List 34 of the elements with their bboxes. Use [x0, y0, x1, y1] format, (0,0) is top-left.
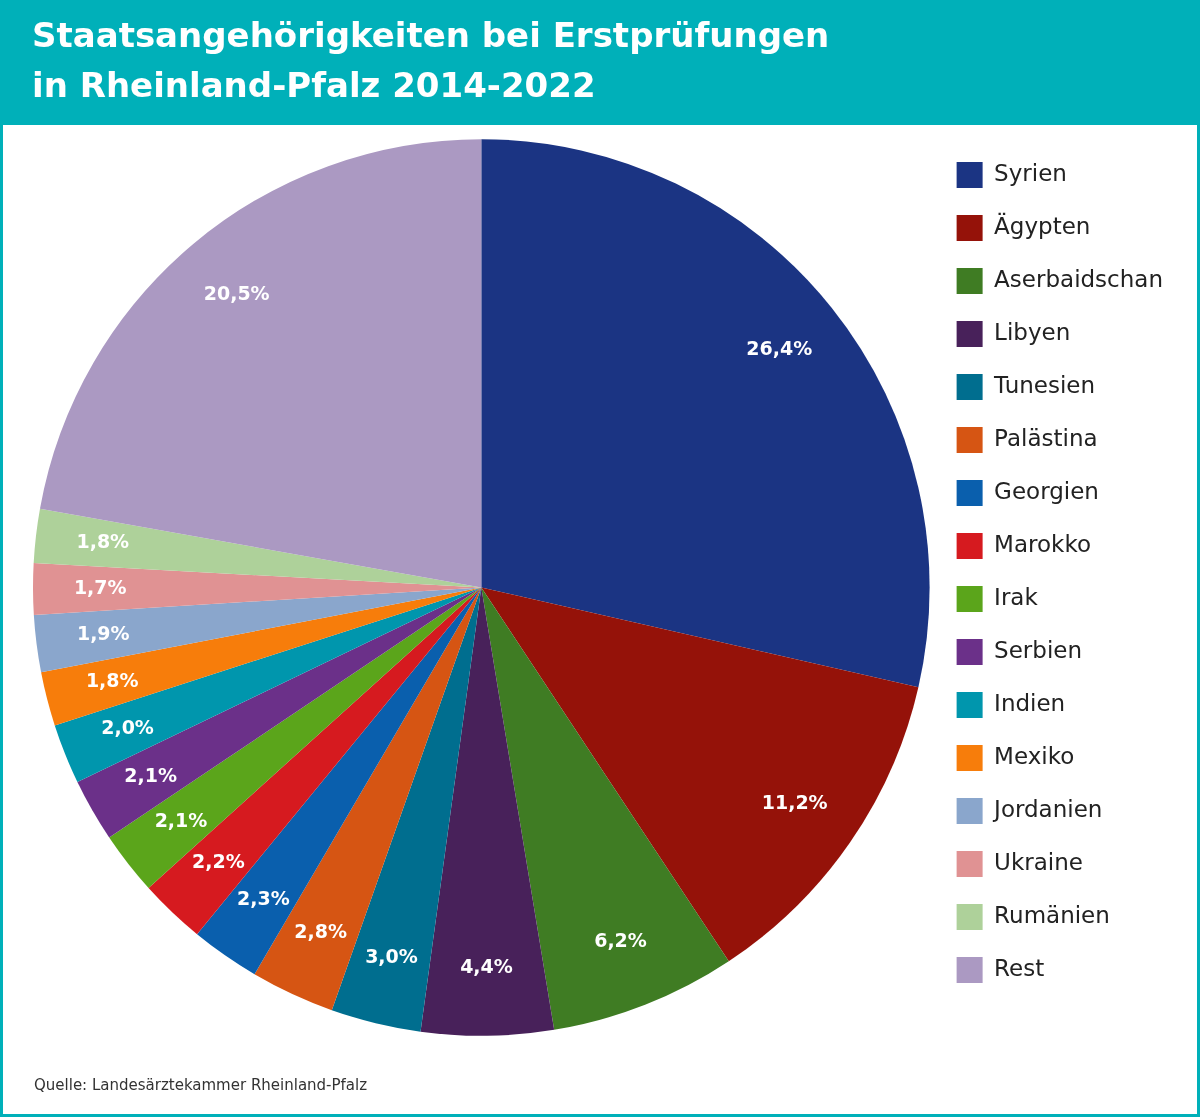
legend-label: Rumänien: [994, 901, 1110, 928]
data-label: 1,8%: [85, 669, 139, 692]
legend-label: Mexiko: [994, 742, 1075, 769]
data-label: 6,2%: [594, 929, 647, 952]
chart-title: Staatsangehörigkeiten bei Erstprüfungen in Rheinland-Pfalz 2014-2022: [32, 14, 831, 107]
data-label: 3,0%: [365, 944, 418, 967]
data-label: 1,8%: [76, 530, 130, 553]
legend-label: Serbien: [994, 636, 1083, 663]
data-label: 2,3%: [237, 887, 290, 910]
data-label: 2,1%: [154, 808, 208, 831]
source-note: Quelle: Landesärztekammer Rheinland-Pfalz: [34, 1076, 368, 1094]
data-label: 11,2%: [761, 791, 828, 814]
data-label: 2,2%: [191, 850, 245, 873]
legend-label: Marokko: [994, 530, 1091, 557]
data-label: 2,1%: [124, 763, 177, 786]
legend-label: Georgien: [994, 477, 1099, 504]
legend-label: Indien: [994, 689, 1066, 716]
legend-label: Syrien: [994, 159, 1067, 186]
data-label: 1,9%: [76, 622, 130, 645]
legend-label: Rest: [994, 954, 1045, 981]
legend-label: Jordanien: [992, 795, 1103, 822]
data-label: 26,4%: [746, 336, 813, 359]
legend-label: Ukraine: [994, 848, 1083, 875]
legend-label: Tunesien: [993, 371, 1096, 398]
legend-label: Aserbaidschan: [994, 265, 1164, 292]
legend-label: Ägypten: [994, 211, 1091, 239]
data-label: 20,5%: [203, 282, 270, 305]
legend-label: Libyen: [994, 318, 1071, 345]
data-label: 1,7%: [73, 575, 127, 598]
legend-label: Irak: [994, 583, 1039, 610]
data-label: 4,4%: [460, 955, 513, 978]
data-label: 2,0%: [101, 716, 154, 739]
data-label: 2,8%: [294, 919, 348, 942]
legend-label: Palästina: [994, 424, 1098, 451]
